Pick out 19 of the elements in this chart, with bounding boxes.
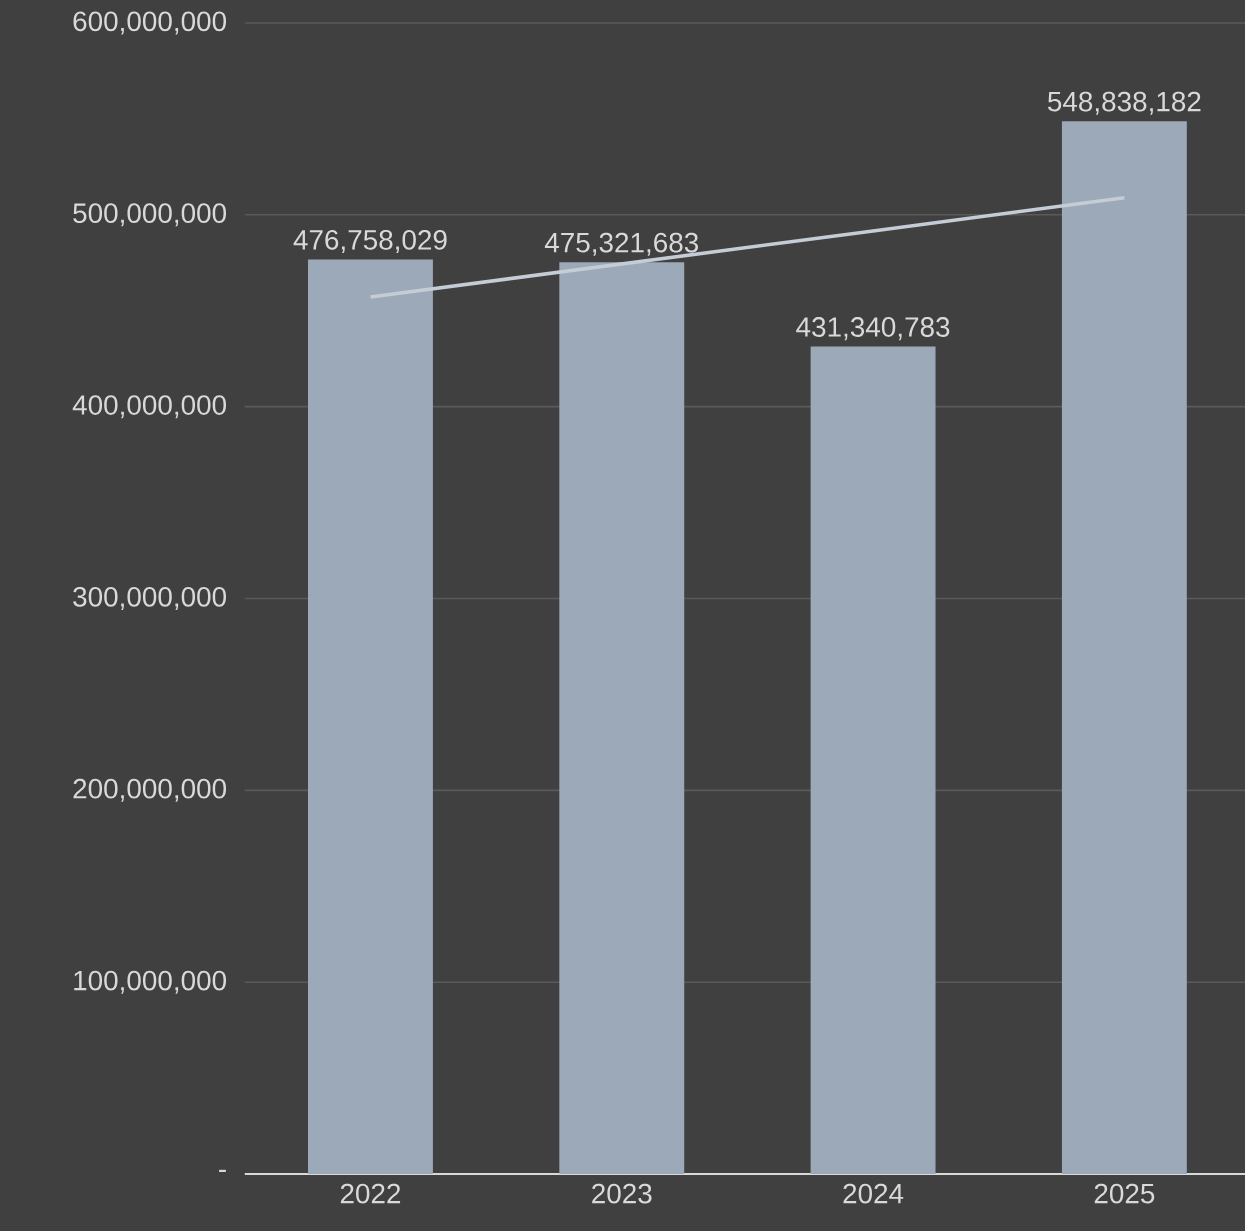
x-tick-label: 2023 — [592, 1183, 652, 1204]
y-tick-label: 300,000,000 — [73, 586, 227, 611]
data-label: 475,321,683 — [544, 232, 699, 256]
y-tick-label: - — [219, 1169, 226, 1172]
y-tick-label: 200,000,000 — [73, 778, 227, 802]
bar — [308, 259, 433, 1175]
x-tick-label: 2022 — [340, 1183, 401, 1204]
x-tick-label: 2024 — [843, 1183, 904, 1204]
data-label: 548,838,182 — [1048, 91, 1201, 115]
data-label: 476,758,029 — [293, 229, 447, 254]
y-tick-label: 600,000,000 — [73, 11, 227, 35]
bar — [559, 262, 685, 1175]
y-tick-label: 500,000,000 — [73, 203, 227, 227]
y-tick-label: 400,000,000 — [72, 395, 227, 419]
y-tick-label: 100,000,000 — [74, 970, 227, 994]
bar — [1061, 121, 1187, 1175]
bar — [810, 346, 936, 1175]
x-tick-label: 2025 — [1094, 1183, 1155, 1204]
data-label: 431,340,783 — [796, 317, 950, 341]
